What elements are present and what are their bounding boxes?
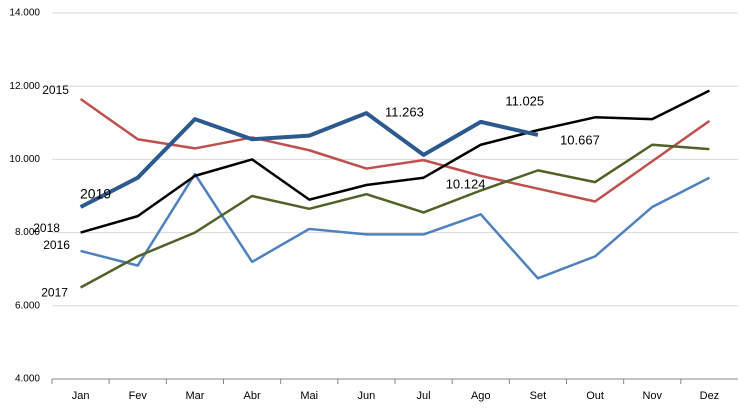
- y-tick-label: 14.000: [9, 8, 40, 19]
- y-tick-label: 10.000: [9, 154, 40, 165]
- data-label: 10.667: [560, 132, 600, 147]
- data-label: 11.025: [505, 93, 544, 108]
- data-label: 10.124: [446, 176, 486, 191]
- series-label: 2018: [33, 221, 60, 235]
- x-tick-label: Ago: [471, 390, 491, 402]
- x-tick-label: Jul: [417, 390, 431, 402]
- x-tick-label: Abr: [244, 390, 261, 402]
- x-tick-label: Jan: [72, 390, 90, 402]
- line-series: [79, 111, 539, 209]
- x-tick-label: Mai: [300, 390, 318, 402]
- y-tick-label: 8.000: [15, 227, 40, 238]
- series-label: 2017: [41, 286, 68, 300]
- line-series: [79, 97, 711, 203]
- y-tick-label: 4.000: [15, 374, 40, 385]
- x-tick-label: Fev: [129, 390, 148, 402]
- series-label: 2016: [43, 238, 70, 252]
- data-label: 11.263: [385, 105, 424, 120]
- line-series: [80, 172, 710, 280]
- x-tick-label: Mar: [185, 390, 204, 402]
- x-tick-label: Jun: [358, 390, 376, 402]
- x-tick-label: Dez: [700, 390, 720, 402]
- y-tick-label: 6.000: [15, 300, 40, 311]
- line-series: [79, 143, 710, 289]
- x-tick-label: Out: [586, 390, 604, 402]
- series-label: 2019: [80, 186, 111, 202]
- y-tick-label: 12.000: [9, 81, 40, 92]
- line-series: [80, 89, 710, 234]
- x-tick-label: Nov: [642, 390, 662, 402]
- series-label: 2015: [42, 83, 69, 97]
- x-tick-label: Set: [530, 390, 547, 402]
